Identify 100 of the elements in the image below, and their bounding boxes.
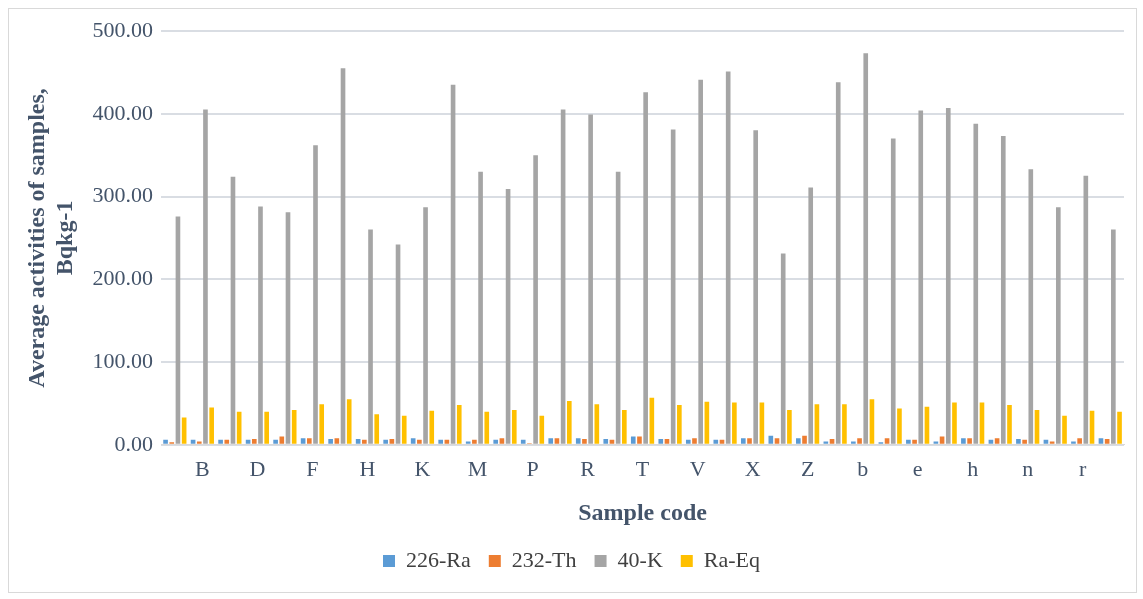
x-tick-label: H	[359, 455, 376, 481]
bar	[740, 438, 746, 444]
bar	[713, 439, 719, 444]
y-axis-title: Average activities of samples, Bqkg-1	[22, 88, 78, 388]
bar	[499, 438, 505, 444]
bar	[835, 82, 841, 444]
bar	[355, 439, 361, 444]
bar	[630, 436, 636, 444]
bar	[829, 439, 835, 444]
bar	[429, 410, 435, 444]
bar	[1077, 438, 1082, 444]
bar	[196, 441, 202, 444]
bar	[511, 410, 517, 444]
bar	[300, 438, 306, 444]
y-tick-label: 100.00	[92, 347, 154, 373]
bar	[1007, 405, 1012, 444]
x-tick-label: b	[857, 455, 869, 481]
bar	[264, 411, 269, 444]
bar	[334, 438, 340, 444]
bar	[273, 439, 278, 444]
bar	[401, 415, 407, 444]
x-tick-label: F	[306, 455, 319, 481]
bar	[796, 438, 801, 444]
bar	[575, 438, 581, 444]
bar	[383, 439, 388, 444]
bar	[933, 441, 939, 444]
bar	[374, 414, 380, 444]
y-tick-label: 500.00	[92, 16, 154, 42]
bar	[218, 439, 223, 444]
y-tick-label: 200.00	[92, 265, 154, 291]
bar	[961, 438, 966, 444]
x-tick-label: n	[1022, 455, 1034, 481]
bar	[417, 439, 422, 444]
bar	[753, 130, 759, 444]
bar	[685, 439, 691, 444]
x-tick-label: M	[467, 455, 488, 481]
bar	[725, 71, 731, 444]
bar	[1117, 411, 1122, 444]
bar	[774, 438, 780, 444]
bar	[1111, 229, 1116, 444]
bar	[884, 438, 890, 444]
bar	[389, 439, 395, 444]
bar	[732, 402, 737, 444]
bar	[520, 439, 526, 444]
x-tick-label: P	[526, 455, 539, 481]
x-tick-label: Z	[800, 455, 815, 481]
bar	[279, 436, 285, 444]
bar	[224, 439, 230, 444]
legend-label: Ra-Eq	[703, 546, 760, 572]
bar	[1104, 439, 1110, 444]
bar	[368, 229, 373, 444]
bar	[863, 53, 869, 444]
bar	[163, 439, 168, 444]
bar	[209, 407, 214, 444]
bar	[692, 438, 697, 444]
bar	[994, 438, 1000, 444]
x-tick-label: h	[967, 455, 979, 481]
bar	[967, 438, 972, 444]
x-tick-label: R	[580, 455, 596, 481]
x-tick-label: B	[195, 455, 210, 481]
bar	[588, 114, 593, 444]
bar	[952, 402, 957, 444]
x-tick-label: X	[744, 455, 761, 481]
y-tick-label: 300.00	[92, 182, 154, 208]
bar	[1098, 438, 1104, 444]
x-tick-label: T	[635, 455, 650, 481]
bar	[857, 438, 862, 444]
x-tick-label: e	[912, 455, 923, 481]
bar	[842, 404, 847, 444]
bar	[1049, 441, 1055, 444]
bar	[802, 435, 807, 444]
bar	[456, 405, 462, 444]
bar	[493, 439, 499, 444]
legend-label: 232-Th	[511, 546, 577, 572]
bar	[548, 438, 554, 444]
bar	[890, 138, 896, 444]
bar	[851, 441, 856, 444]
y-tick-label: 400.00	[92, 99, 154, 125]
bar	[897, 408, 902, 444]
bar	[566, 400, 572, 444]
bar	[906, 439, 911, 444]
bar	[539, 415, 545, 444]
x-tick-label: K	[414, 455, 431, 481]
x-tick-label: D	[249, 455, 266, 481]
bar	[973, 123, 979, 444]
bar	[328, 439, 333, 444]
bar	[622, 410, 627, 444]
bar	[1016, 439, 1021, 444]
bar	[438, 439, 444, 444]
bar	[582, 439, 587, 444]
x-tick-label: V	[689, 455, 706, 481]
legend-label: 226-Ra	[406, 546, 472, 572]
bar	[258, 206, 263, 444]
bar	[918, 110, 924, 444]
bar	[203, 109, 208, 444]
bar	[554, 438, 560, 444]
bar	[1028, 169, 1034, 444]
bar	[346, 399, 352, 444]
bar	[780, 253, 786, 444]
bar	[747, 438, 752, 444]
